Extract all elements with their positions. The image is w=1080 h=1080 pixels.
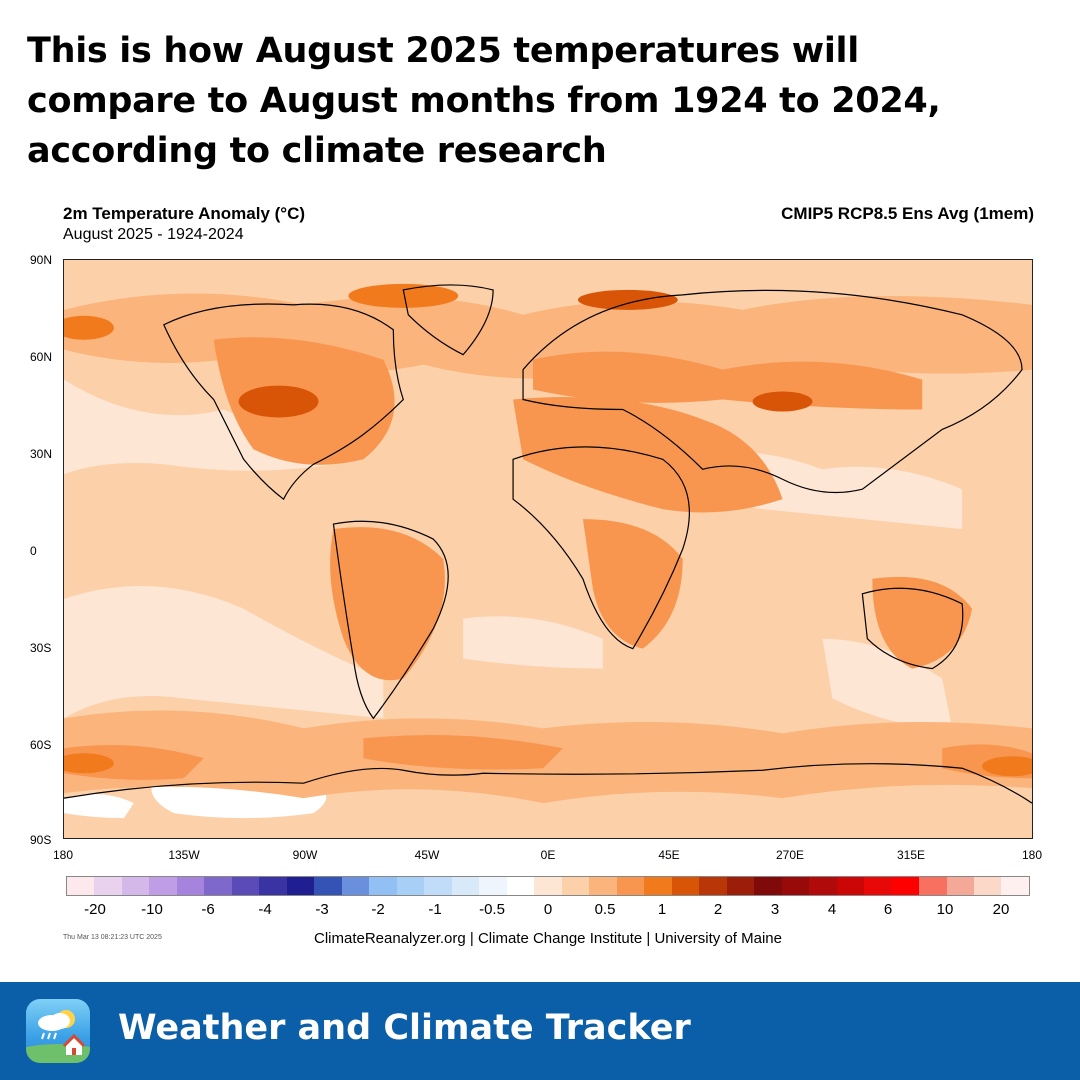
- lon-label: 180: [1021, 848, 1043, 862]
- weather-app-icon: [26, 999, 90, 1063]
- footer-title: Weather and Climate Tracker: [118, 1008, 691, 1048]
- colorbar-swatch: [534, 877, 562, 895]
- colorbar-swatch: [67, 877, 95, 895]
- colorbar-swatch: [451, 877, 480, 895]
- colorbar-swatch: [973, 877, 1002, 895]
- colorbar-label: -4: [258, 901, 272, 918]
- lon-label: 0E: [540, 848, 556, 862]
- colorbar-swatch: [94, 877, 122, 895]
- lat-label: 30S: [30, 641, 52, 655]
- lat-label: 60S: [30, 738, 52, 752]
- colorbar-label: 0: [543, 901, 553, 918]
- colorbar-label: 4: [827, 901, 837, 918]
- colorbar-label: -20: [84, 901, 106, 918]
- colorbar-label: 1: [657, 901, 667, 918]
- headline: This is how August 2025 temperatures wil…: [27, 31, 941, 171]
- colorbar-swatch: [561, 877, 590, 895]
- lon-label: 180: [52, 848, 74, 862]
- colorbar-swatch: [286, 877, 315, 895]
- lat-label: 0: [30, 544, 37, 558]
- lat-label: 90S: [30, 833, 52, 847]
- lon-label: 45W: [414, 848, 440, 862]
- colorbar-swatch: [121, 877, 150, 895]
- colorbar-swatch: [754, 877, 782, 895]
- lon-label: 45E: [658, 848, 680, 862]
- colorbar-swatch: [781, 877, 810, 895]
- lon-label: 315E: [896, 848, 926, 862]
- colorbar-label: 3: [770, 901, 780, 918]
- map-model-label: CMIP5 RCP8.5 Ens Avg (1mem): [781, 204, 1034, 223]
- colorbar-label: 6: [883, 901, 893, 918]
- credit-line: ClimateReanalyzer.org | Climate Change I…: [314, 930, 782, 947]
- temperature-anomaly-map: [63, 259, 1033, 839]
- footer-banner: Weather and Climate Tracker: [0, 982, 1080, 1080]
- colorbar-swatch: [589, 877, 617, 895]
- colorbar: [66, 876, 1030, 896]
- lat-label: 90N: [30, 253, 53, 267]
- colorbar-swatch: [836, 877, 865, 895]
- map-title: 2m Temperature Anomaly (°C): [63, 204, 306, 223]
- colorbar-label: -1: [428, 901, 442, 918]
- colorbar-swatch: [396, 877, 425, 895]
- colorbar-swatch: [479, 877, 507, 895]
- colorbar-swatch: [616, 877, 645, 895]
- colorbar-label: 0.5: [594, 901, 616, 918]
- lon-label: 270E: [775, 848, 805, 862]
- colorbar-label: -0.5: [479, 901, 505, 918]
- colorbar-label: -10: [141, 901, 163, 918]
- colorbar-swatch: [424, 877, 452, 895]
- colorbar-swatch: [259, 877, 287, 895]
- colorbar-label: -3: [315, 901, 329, 918]
- colorbar-swatch: [176, 877, 205, 895]
- colorbar-swatch: [671, 877, 700, 895]
- timestamp: Thu Mar 13 08:21:23 UTC 2025: [63, 934, 162, 941]
- colorbar-swatch: [314, 877, 342, 895]
- colorbar-swatch: [369, 877, 397, 895]
- colorbar-swatch: [231, 877, 260, 895]
- colorbar-swatch: [149, 877, 177, 895]
- colorbar-swatch: [341, 877, 370, 895]
- colorbar-swatch: [864, 877, 892, 895]
- colorbar-swatch: [699, 877, 727, 895]
- colorbar-label: 2: [713, 901, 723, 918]
- colorbar-swatch: [1001, 877, 1029, 895]
- colorbar-label: -6: [201, 901, 215, 918]
- colorbar-swatch: [644, 877, 672, 895]
- colorbar-label: 10: [936, 901, 954, 918]
- colorbar-swatch: [809, 877, 837, 895]
- colorbar-label: 20: [992, 901, 1010, 918]
- lat-label: 30N: [30, 447, 53, 461]
- colorbar-swatch: [726, 877, 755, 895]
- lon-label: 135W: [168, 848, 200, 862]
- colorbar-label: -2: [371, 901, 385, 918]
- colorbar-swatch: [506, 877, 535, 895]
- colorbar-swatch: [946, 877, 974, 895]
- colorbar-swatch: [204, 877, 232, 895]
- lon-label: 90W: [292, 848, 318, 862]
- map-subtitle: August 2025 - 1924-2024: [63, 226, 244, 243]
- colorbar-swatch: [919, 877, 947, 895]
- lat-label: 60N: [30, 350, 53, 364]
- colorbar-swatch: [891, 877, 920, 895]
